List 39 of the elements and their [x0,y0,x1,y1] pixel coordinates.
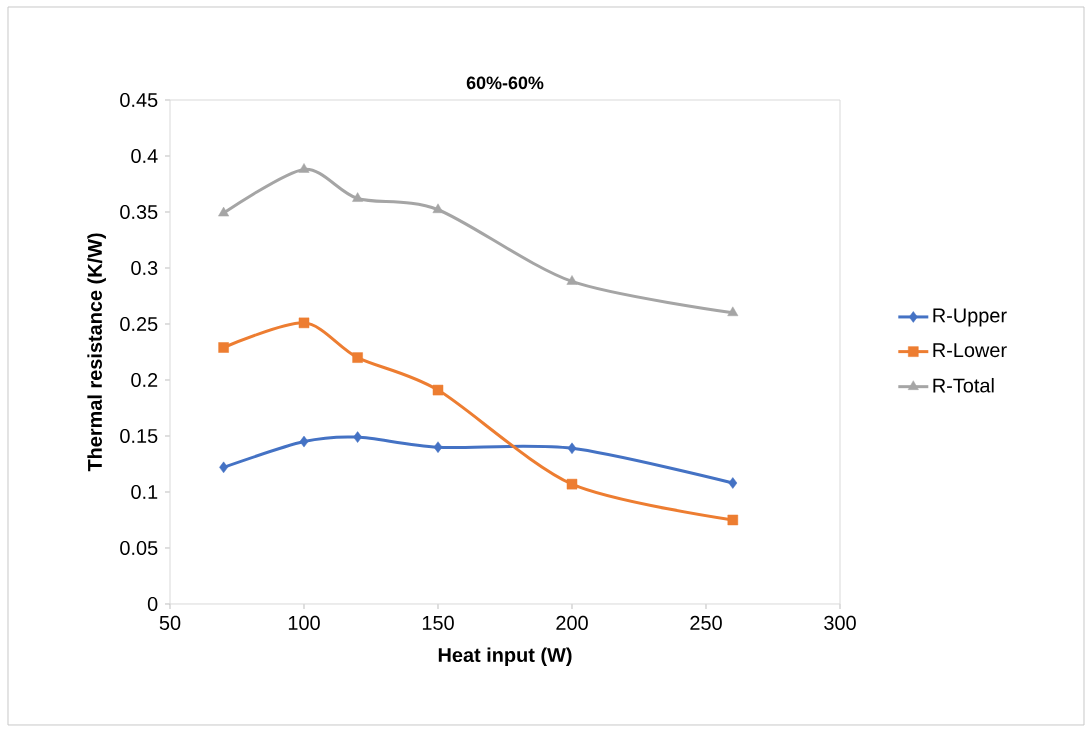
point [353,431,362,443]
point [566,478,578,490]
y-tick-label: 0.45 [120,92,158,108]
point [432,384,444,396]
x-tick-label: 250 [690,615,722,630]
y-tick-label: 0.35 [120,204,158,220]
legend-label: R-Upper [933,308,1007,327]
point [727,514,739,526]
y-tick-label: 0.2 [131,372,158,388]
x-tick-label: 300 [824,615,856,630]
point [298,317,310,329]
y-tick-label: 0.15 [120,428,158,444]
point [218,206,230,217]
point [433,441,443,453]
point [727,306,739,317]
y-tick-label: 0.25 [120,316,158,332]
x-axis-title: Heat input (W) [438,647,572,666]
point [566,275,578,285]
point [298,163,310,173]
y-tick-label: 0 [147,596,158,612]
point [299,435,309,448]
legend-label: R-Lower [933,343,1007,358]
y-axis-title: Thermal resistance (K/W) [87,233,106,472]
point [352,352,363,363]
y-tick-label: 0.05 [120,540,158,556]
y-tick-label: 0.1 [131,484,158,500]
x-tick-label: 50 [159,615,181,630]
point [567,442,577,455]
point [728,477,738,489]
y-tick-label: 0.4 [131,148,158,164]
point [432,203,444,213]
chart-title: 60%-60% [466,76,544,90]
y-tick-label: 0.3 [131,260,158,276]
point [352,192,364,202]
x-tick-label: 150 [422,615,454,630]
x-tick-label: 100 [288,615,320,630]
legend-label: R-Total [933,377,994,393]
point [218,342,229,353]
x-tick-label: 200 [556,615,588,630]
